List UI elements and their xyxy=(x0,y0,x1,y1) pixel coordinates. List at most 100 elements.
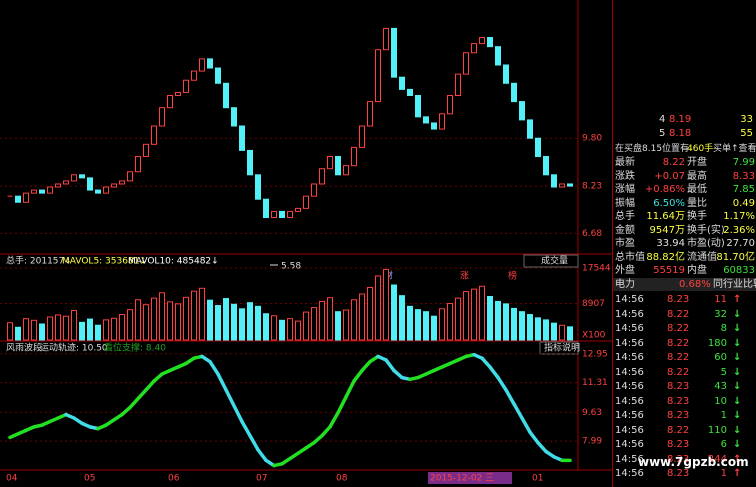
volume-header: 总手: 201157↓ xyxy=(6,255,72,267)
trade-qty: 10 xyxy=(714,395,727,407)
candle xyxy=(319,168,325,185)
volume-bar xyxy=(279,319,285,341)
event-marker: 涨 xyxy=(460,271,469,282)
volume-bar xyxy=(503,303,509,341)
candle xyxy=(415,94,421,118)
candle xyxy=(127,171,133,182)
volume-header: MAVOL5: 353681↓ xyxy=(62,257,147,267)
candle xyxy=(279,210,285,219)
volume-tick-label: 8907 xyxy=(582,299,605,309)
stat-value: 88.82亿 xyxy=(646,251,685,263)
candle xyxy=(119,180,125,185)
stat-label: 总手 xyxy=(615,211,635,222)
trade-dir: ↓ xyxy=(733,410,742,421)
trade-qty: 244 xyxy=(707,453,727,465)
candle xyxy=(111,183,117,188)
indicator-segment xyxy=(144,379,156,392)
trade-dir: ↓ xyxy=(733,352,742,363)
stat-value: 55519 xyxy=(653,265,685,276)
candle xyxy=(103,186,109,194)
stat-label: 总市值 xyxy=(615,251,645,263)
volume-bar xyxy=(255,305,261,341)
volume-bar xyxy=(423,311,429,341)
stat-label: 市盈 xyxy=(615,238,635,249)
volume-bar xyxy=(343,309,349,341)
trade-time: 14:56 xyxy=(615,424,644,436)
volume-bar xyxy=(199,287,205,341)
volume-bar xyxy=(495,300,501,341)
volume-bar xyxy=(511,307,517,341)
volume-bar xyxy=(223,298,229,341)
stat-value: 60833 xyxy=(723,265,755,276)
order-notice-link[interactable]: 买单↑查看详细 xyxy=(713,144,756,154)
indicator-segment xyxy=(232,403,244,424)
trade-price: 8.23 xyxy=(667,439,690,450)
trade-dir: ↓ xyxy=(733,323,742,334)
trade-qty: 5 xyxy=(720,366,727,378)
sector-bar xyxy=(613,278,756,291)
stat-value: 11.64万 xyxy=(646,211,685,222)
candle xyxy=(31,189,37,194)
candle xyxy=(487,37,493,48)
trade-dir: ↑ xyxy=(733,294,742,305)
trade-dir: ↓ xyxy=(733,337,742,349)
indicator-header: 运动轨迹: 10.50 xyxy=(40,342,108,354)
volume-bar xyxy=(463,291,469,341)
stat-value: 8.22 xyxy=(662,157,685,168)
candle xyxy=(71,174,77,182)
candle xyxy=(15,195,21,203)
stat-value: 8.33 xyxy=(732,170,755,182)
trade-price: 8.23 xyxy=(667,468,690,479)
candle xyxy=(143,143,149,158)
volume-bar xyxy=(527,314,533,341)
trade-time: 14:56 xyxy=(615,410,644,421)
indicator-segment xyxy=(344,379,356,399)
volume-bar xyxy=(319,300,325,341)
trade-price: 8.22 xyxy=(667,366,690,378)
stat-label: 市盈(动) xyxy=(687,238,725,249)
volume-bar xyxy=(375,275,381,341)
trade-dir: ↓ xyxy=(733,424,742,436)
indicator-button[interactable]: 指标说明 xyxy=(544,342,580,354)
indicator-header: 看位支撑: 8.40 xyxy=(104,342,166,354)
volume-bar xyxy=(151,297,157,341)
volume-bar xyxy=(407,305,413,341)
candle xyxy=(191,70,197,81)
candle xyxy=(231,107,237,127)
indicator-segment xyxy=(152,372,164,383)
candle xyxy=(255,174,261,200)
indicator-segment xyxy=(248,433,260,452)
volume-bar xyxy=(471,288,477,341)
volume-bar xyxy=(335,311,341,341)
date-label: 04 xyxy=(6,474,18,484)
indicator-header: 风雨波段 xyxy=(6,342,42,354)
trade-dir: ↓ xyxy=(733,395,742,407)
trade-qty: 60 xyxy=(714,352,727,363)
volume-bar xyxy=(55,314,61,341)
volume-bar xyxy=(399,295,405,341)
stat-value: 7.99 xyxy=(732,157,755,168)
volume-bar xyxy=(295,320,301,341)
volume-bar xyxy=(87,318,93,341)
trade-price: 8.23 xyxy=(667,395,690,407)
indicator-segment xyxy=(392,368,404,380)
volume-bar xyxy=(447,302,453,341)
volume-bar xyxy=(119,314,125,341)
trade-price: 8.22 xyxy=(667,308,690,320)
candle xyxy=(271,210,277,219)
volume-bar xyxy=(127,309,133,341)
indicator-segment xyxy=(520,416,532,434)
volume-button[interactable]: 成交量 xyxy=(541,255,568,267)
candle xyxy=(247,149,253,176)
indicator-segment xyxy=(488,365,500,380)
volume-bar xyxy=(167,301,173,341)
candle xyxy=(535,137,541,158)
indicator-segment xyxy=(136,388,148,401)
candle xyxy=(151,125,157,145)
price-tick-label: 9.80 xyxy=(582,134,602,144)
sector-link[interactable]: 同行业比较 xyxy=(713,279,756,290)
price-tick-label: 6.68 xyxy=(582,229,602,239)
candle xyxy=(551,174,557,188)
candle xyxy=(39,189,45,194)
